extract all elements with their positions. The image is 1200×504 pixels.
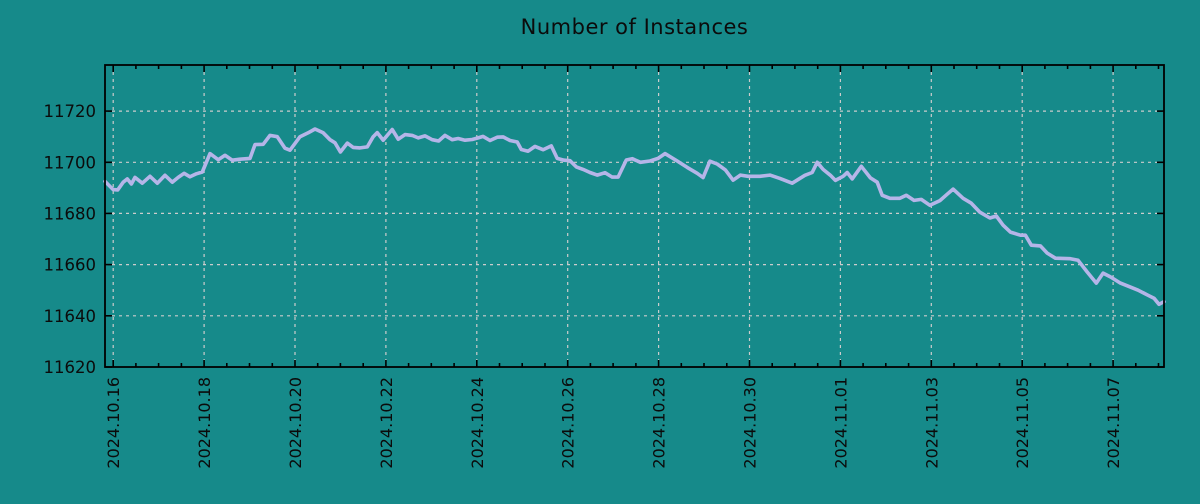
x-tick-label: 2024.10.18 xyxy=(195,377,214,469)
x-tick-label: 2024.10.16 xyxy=(104,377,123,469)
x-tick-label: 2024.11.05 xyxy=(1013,377,1032,469)
x-tick-label: 2024.10.20 xyxy=(286,377,305,469)
x-tick-label: 2024.11.03 xyxy=(922,377,941,469)
x-tick-label: 2024.11.07 xyxy=(1104,377,1123,469)
series-line xyxy=(103,127,1166,307)
chart-title: Number of Instances xyxy=(520,15,749,39)
y-tick-label: 11660 xyxy=(44,256,97,275)
y-tick-label: 11620 xyxy=(44,358,97,377)
y-tick-label: 11640 xyxy=(44,307,97,326)
x-tick-label: 2024.10.26 xyxy=(559,377,578,469)
plot-frame xyxy=(104,64,1165,368)
x-tick-label: 2024.10.28 xyxy=(650,377,669,469)
x-tick-label: 2024.10.24 xyxy=(468,377,487,469)
y-tick-label: 11700 xyxy=(44,153,97,172)
y-tick-label: 11720 xyxy=(44,102,97,121)
x-tick-label: 2024.10.22 xyxy=(377,377,396,469)
x-tick-label: 2024.10.30 xyxy=(741,377,760,469)
x-tick-label: 2024.11.01 xyxy=(831,377,850,469)
y-tick-label: 11680 xyxy=(44,204,97,223)
